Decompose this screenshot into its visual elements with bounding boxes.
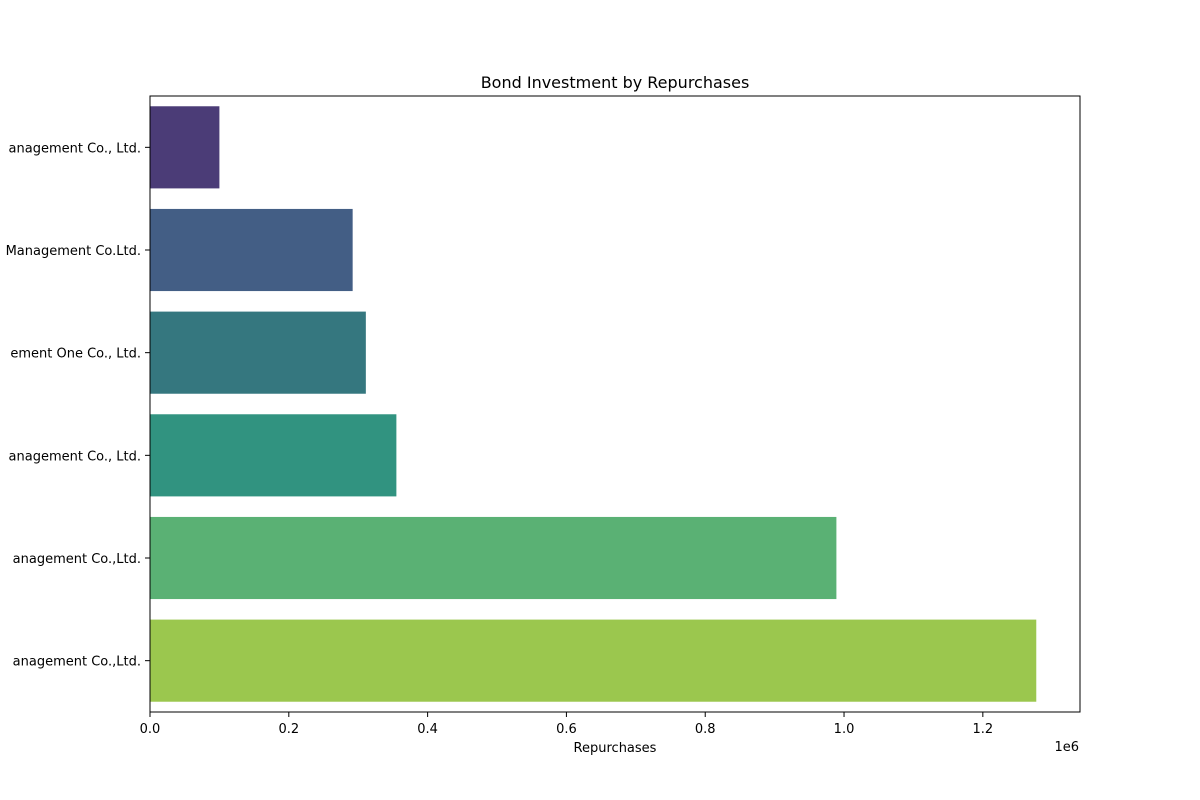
bars-group [150,106,1037,702]
x-axis-label: Repurchases [574,741,657,756]
x-tick-label-2: 0.2 [278,722,299,737]
bar-3 [150,311,366,394]
bar-1 [150,106,220,189]
x-axis-offset-label: 1e6 [1054,740,1079,755]
x-tick-label-7: 1.2 [972,722,993,737]
plot-frame [149,95,1081,713]
y-axis-ticks: anagement Co., Ltd. Management Co.Ltd. eme… [6,141,150,670]
x-tick-label-4: 0.6 [556,722,577,737]
x-tick-label-1: 0.0 [140,722,161,737]
x-tick-label-6: 1.0 [834,722,855,737]
y-tick-label-6: anagement Co.,Ltd. [13,655,141,670]
y-tick-label-3: ement One Co., Ltd. [10,347,141,362]
y-tick-label-5: anagement Co.,Ltd. [13,552,141,567]
bar-6 [150,619,1037,702]
y-tick-label-4: anagement Co., Ltd. [9,449,141,464]
x-axis-ticks: 0.0 0.2 0.4 0.6 0.8 1.0 1.2 [140,712,993,737]
x-tick-label-3: 0.4 [417,722,438,737]
bar-4 [150,414,397,497]
chart-title: Bond Investment by Repurchases [481,73,750,92]
bar-5 [150,516,837,600]
y-tick-label-1: anagement Co., Ltd. [9,141,141,156]
bar-2 [150,208,353,292]
y-tick-label-2: Management Co.Ltd. [6,244,141,259]
x-tick-label-5: 0.8 [695,722,716,737]
